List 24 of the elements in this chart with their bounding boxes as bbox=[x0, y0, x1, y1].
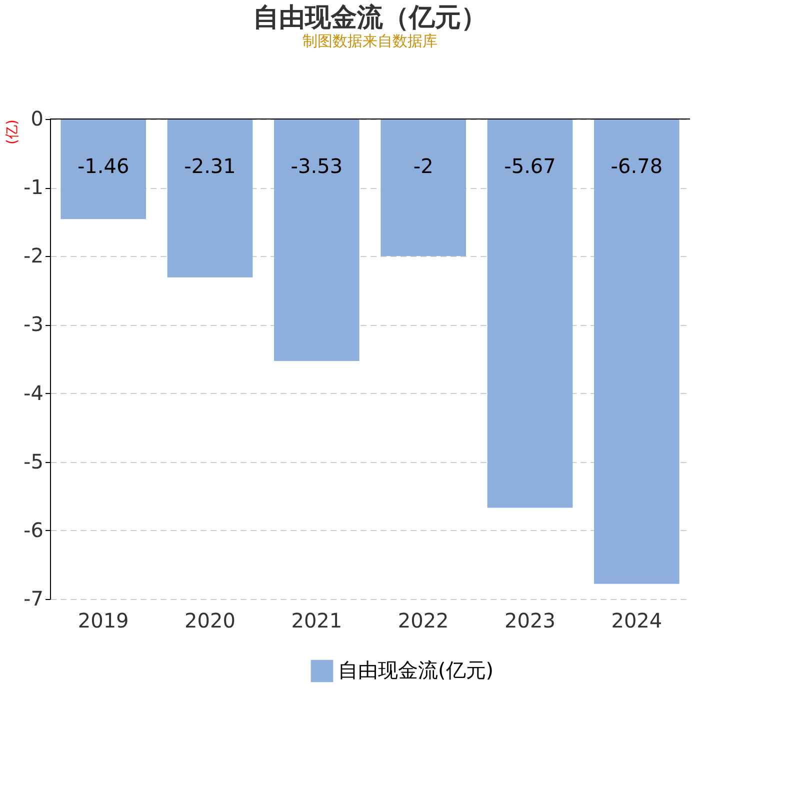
text: 制图数据来自数据库 bbox=[302, 33, 438, 50]
y-tick-label: -6 bbox=[24, 518, 44, 542]
chart-title: 自由现金流（亿元） bbox=[253, 3, 487, 33]
y-tick-label: -5 bbox=[24, 449, 44, 474]
data-label: -5.67 bbox=[504, 154, 556, 178]
y-tick-label: 0 bbox=[30, 106, 44, 130]
y-tick-label: -4 bbox=[24, 380, 44, 405]
y-tick-label: -1 bbox=[24, 175, 44, 200]
x-tick-label: 2019 bbox=[78, 608, 129, 632]
x-tick-label: 2023 bbox=[504, 608, 556, 632]
data-label: -2.31 bbox=[184, 154, 236, 178]
y-tick-label: -3 bbox=[24, 312, 44, 336]
y-tick-label: -7 bbox=[24, 586, 44, 610]
data-label: -6.78 bbox=[610, 154, 663, 178]
data-label: -2 bbox=[413, 154, 434, 178]
legend-label: 自由现金流(亿元) bbox=[338, 658, 494, 682]
x-tick-label: 2020 bbox=[184, 608, 236, 632]
y-axis-title: (亿) bbox=[4, 120, 21, 144]
data-label: -1.46 bbox=[77, 154, 130, 178]
y-tick-label: -2 bbox=[24, 244, 44, 268]
x-tick-label: 2022 bbox=[398, 608, 449, 632]
x-tick-label: 2024 bbox=[611, 608, 662, 632]
data-label: -3.53 bbox=[290, 154, 343, 178]
x-tick-label: 2021 bbox=[291, 608, 342, 632]
